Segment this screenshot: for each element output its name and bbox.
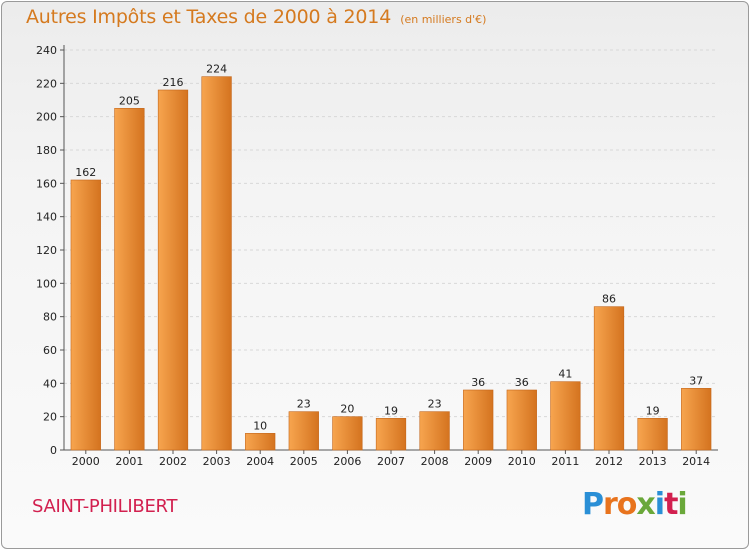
logo-letter: x [636,487,655,522]
y-tick-label: 240 [36,44,57,57]
x-tick-label-2013: 2013 [639,455,667,468]
value-label-2013: 19 [646,404,660,417]
y-tick-label: 200 [36,111,57,124]
y-tick-label: 60 [43,344,57,357]
value-label-2011: 41 [558,368,572,381]
chart-title: Autres Impôts et Taxes de 2000 à 2014 [26,6,392,28]
x-tick-label-2003: 2003 [203,455,231,468]
value-label-2010: 36 [515,376,529,389]
x-tick-label-2014: 2014 [682,455,710,468]
value-label-2006: 20 [340,403,354,416]
x-tick-label-2006: 2006 [333,455,361,468]
commune-name: SAINT-PHILIBERT [32,496,178,517]
bar-2008 [419,411,450,451]
x-tick-label-2002: 2002 [159,455,187,468]
bar-2009 [463,389,494,451]
x-tick-label-2009: 2009 [464,455,492,468]
bar-2014 [681,388,712,451]
value-label-2009: 36 [471,376,485,389]
value-label-2004: 10 [253,419,267,432]
logo-letter: i [677,487,687,522]
labels: 162 2000 205 2001 216 2002 224 2003 10 2004 23 2005… [72,63,710,468]
value-label-2000: 162 [75,166,96,179]
y-tick-label: 160 [36,177,57,190]
x-tick-label-2008: 2008 [421,455,449,468]
x-tick-label-2000: 2000 [72,455,100,468]
logo-letter: o [616,487,638,522]
bar-2004 [245,433,276,451]
bars [70,76,712,451]
x-tick-label-2011: 2011 [551,455,579,468]
bar-2013 [637,418,668,451]
x-tick-label-2001: 2001 [115,455,143,468]
y-tick-label: 220 [36,77,57,90]
chart-title-row: Autres Impôts et Taxes de 2000 à 2014 (e… [26,6,486,28]
bar-2010 [506,389,537,451]
y-tick-label: 100 [36,277,57,290]
bar-2007 [375,418,407,451]
y-tick-label: 180 [36,144,57,157]
y-tick-label: 0 [50,444,57,457]
y-tick-label: 80 [43,311,57,324]
bar-2002 [157,89,189,451]
bar-2006 [332,416,363,451]
logo-letter: P [582,487,604,522]
x-tick-label-2007: 2007 [377,455,405,468]
value-label-2012: 86 [602,293,616,306]
value-label-2014: 37 [689,374,703,387]
y-tick-label: 120 [36,244,57,257]
value-label-2007: 19 [384,404,398,417]
value-label-2002: 216 [163,76,184,89]
value-label-2005: 23 [297,398,311,411]
bar-2001 [114,108,145,451]
chart-subtitle: (en milliers d'€) [400,13,487,26]
y-tick-label: 20 [43,411,57,424]
proxiti-logo: Proxiti [582,487,688,522]
y-tick-label: 40 [43,377,57,390]
logo-letter: r [603,487,618,522]
bar-2000 [70,179,101,451]
bar-2011 [550,381,581,451]
bar-2003 [201,76,232,451]
value-label-2001: 205 [119,94,140,107]
value-label-2003: 224 [206,63,227,76]
value-label-2008: 23 [428,398,442,411]
x-tick-label-2004: 2004 [246,455,274,468]
x-tick-label-2005: 2005 [290,455,318,468]
y-tick-label: 140 [36,211,57,224]
bar-2005 [288,411,319,451]
x-tick-label-2012: 2012 [595,455,623,468]
x-tick-label-2010: 2010 [508,455,536,468]
logo-letter: t [664,487,678,522]
bar-2012 [593,306,625,451]
logo-letter: i [654,487,665,522]
